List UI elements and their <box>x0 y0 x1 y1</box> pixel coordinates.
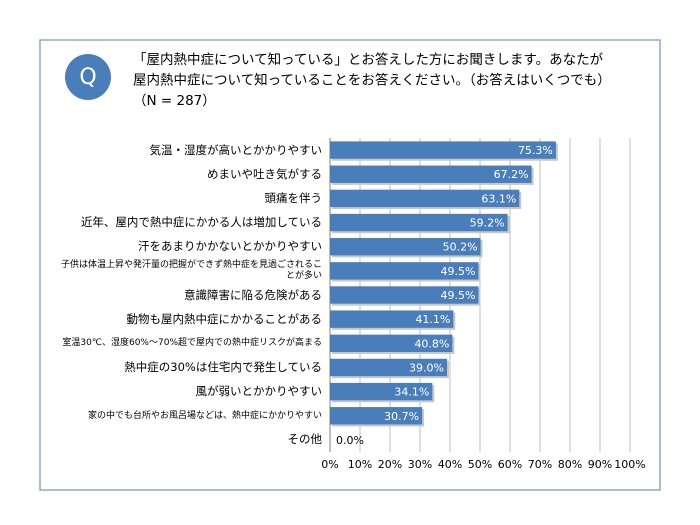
x-tick-label: 0% <box>321 458 338 471</box>
bar <box>330 310 454 328</box>
bar <box>330 213 508 232</box>
value-label: 30.7% <box>384 410 419 423</box>
question-line: （N = 287） <box>133 93 216 109</box>
y-tick-label: その他 <box>287 432 323 447</box>
x-tick-label: 70% <box>528 458 552 471</box>
y-tick-label: 風が弱いとかかりやすい <box>195 384 323 399</box>
y-tick-label: 子供は体温上昇や発汗量の把握ができず熱中症を見過ごされることが多い <box>60 260 322 281</box>
x-tick-label: 50% <box>468 458 492 471</box>
x-tick-label: 40% <box>438 458 462 471</box>
bar <box>330 141 556 159</box>
x-tick-label: 100% <box>614 458 645 471</box>
y-tick-label: 熱中症の30%は住宅内で発生している <box>124 359 322 374</box>
bar <box>330 334 453 353</box>
value-label: 50.2% <box>443 241 478 254</box>
y-tick-label: 意識障害に陥る危険がある <box>184 287 322 302</box>
q-icon-circle <box>65 54 111 100</box>
bar <box>330 407 423 425</box>
bar <box>330 286 479 304</box>
x-tick-label: 80% <box>558 458 582 471</box>
bar <box>330 237 481 256</box>
value-label: 49.5% <box>441 289 476 302</box>
value-label: 0.0% <box>336 434 364 447</box>
value-label: 34.1% <box>394 386 429 399</box>
y-tick-label: 気温・湿度が高いとかかりやすい <box>149 142 323 157</box>
value-label: 67.2% <box>494 168 529 181</box>
question-line: 屋内熱中症について知っていることをお答えください。（お答えはいくつでも） <box>133 72 611 89</box>
bar <box>330 382 433 401</box>
y-tick-label: 頭痛を伴う <box>264 190 323 205</box>
value-label: 59.2% <box>470 217 505 230</box>
x-tick-label: 30% <box>408 458 432 471</box>
x-tick-label: 20% <box>378 458 402 471</box>
y-tick-label: 近年、屋内で熱中症にかかる人は増加している <box>80 215 322 230</box>
x-tick-label: 60% <box>498 458 522 471</box>
value-label: 49.5% <box>441 265 476 278</box>
bar <box>330 358 447 377</box>
y-tick-label: 汗をあまりかかないとかかりやすい <box>138 239 322 254</box>
y-tick-label: 動物も屋内熱中症にかかることがある <box>126 311 323 326</box>
bar <box>330 262 479 280</box>
bar <box>330 189 520 208</box>
bar <box>330 165 532 183</box>
value-label: 40.8% <box>414 337 449 350</box>
question-line: 「屋内熱中症について知っている」とお答えした方にお聞きします。あなたが <box>133 51 604 68</box>
y-tick-label: めまいや吐き気がする <box>207 166 322 181</box>
x-tick-label: 90% <box>588 458 612 471</box>
value-label: 41.1% <box>415 313 450 326</box>
value-label: 39.0% <box>409 361 444 374</box>
y-tick-label: 家の中でも台所やお風呂場などは、熱中症にかかりやすい <box>87 410 322 421</box>
value-label: 75.3% <box>518 144 553 157</box>
y-tick-label: 室温30℃、湿度60%～70%超で屋内での熱中症リスクが高まる <box>62 338 322 349</box>
frame <box>39 39 661 491</box>
q-icon: Q <box>79 65 96 90</box>
value-label: 63.1% <box>481 192 516 205</box>
x-tick-label: 10% <box>348 458 372 471</box>
